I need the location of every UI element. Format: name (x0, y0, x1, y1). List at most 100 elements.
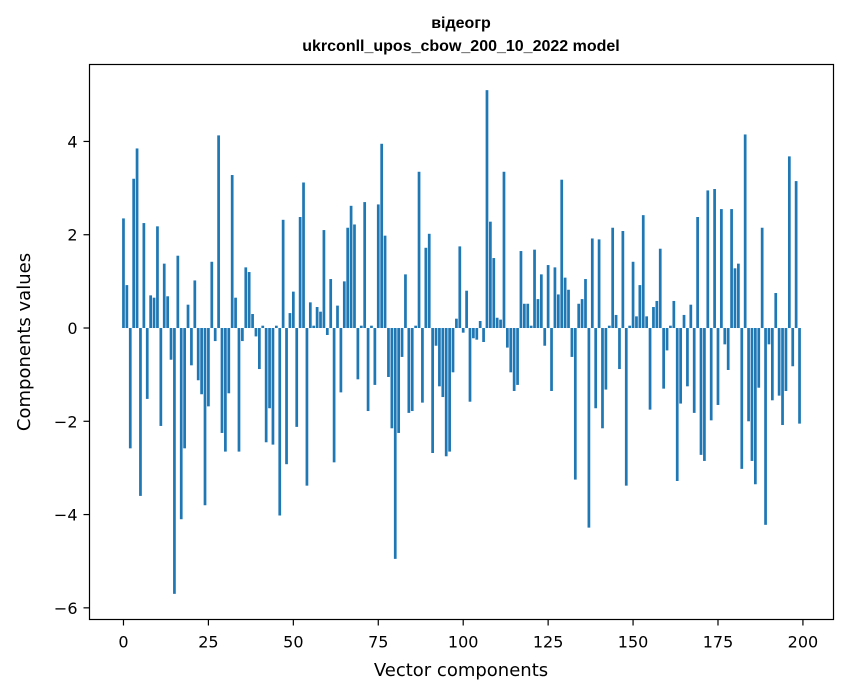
bar-component-142 (604, 328, 608, 390)
bar-component-75 (376, 204, 380, 329)
bar-component-34 (237, 328, 241, 452)
bar-component-45 (274, 325, 278, 329)
bars-group (122, 90, 801, 594)
bar-component-10 (156, 226, 159, 329)
bar-component-171 (703, 328, 706, 461)
bar-component-24 (203, 328, 207, 506)
bar-component-68 (353, 224, 356, 329)
bar-component-121 (533, 249, 536, 329)
y-tick-label: −4 (54, 506, 78, 525)
bar-component-53 (302, 182, 305, 329)
bar-component-37 (247, 272, 251, 329)
x-tick-label: 50 (283, 633, 303, 652)
bar-component-86 (414, 325, 417, 329)
bar-component-18 (183, 328, 186, 449)
bar-component-11 (159, 328, 163, 426)
bar-component-193 (777, 328, 781, 396)
bar-component-110 (495, 317, 499, 329)
bar-component-40 (258, 328, 261, 370)
bar-component-172 (706, 190, 710, 328)
bar-component-90 (427, 233, 431, 329)
bar-component-16 (176, 255, 180, 329)
y-tick-label: 4 (67, 132, 77, 151)
x-tick-label: 75 (368, 633, 388, 652)
bar-component-155 (648, 328, 652, 410)
bar-component-46 (278, 328, 282, 516)
bar-component-94 (441, 328, 445, 398)
bar-component-82 (400, 328, 404, 357)
bar-component-2 (128, 328, 132, 449)
bar-component-38 (251, 314, 254, 329)
bar-component-64 (339, 328, 343, 393)
bar-component-196 (787, 156, 791, 329)
bar-component-182 (740, 328, 744, 469)
bar-component-51 (295, 328, 299, 427)
bar-component-145 (614, 314, 618, 329)
bar-component-167 (689, 304, 693, 329)
bar-component-66 (346, 227, 350, 329)
bar-component-140 (597, 239, 601, 328)
bar-component-161 (669, 325, 672, 329)
bar-component-98 (455, 318, 458, 329)
bar-component-153 (641, 215, 645, 329)
bar-component-29 (220, 328, 224, 433)
bar-component-103 (472, 328, 475, 339)
bar-component-73 (370, 325, 373, 329)
bar-component-191 (770, 328, 774, 401)
bar-component-96 (448, 328, 451, 452)
bar-component-148 (624, 328, 628, 486)
bar-component-129 (560, 179, 564, 329)
bar-component-78 (387, 328, 390, 377)
bar-component-28 (217, 135, 220, 329)
bar-component-44 (271, 328, 275, 445)
bar-component-118 (522, 303, 526, 329)
bar-component-131 (567, 289, 570, 328)
bar-component-8 (149, 295, 153, 329)
bar-component-20 (190, 328, 193, 366)
bar-component-91 (431, 328, 434, 453)
bar-component-183 (743, 134, 747, 329)
bar-component-169 (696, 217, 699, 329)
bar-component-149 (628, 325, 632, 329)
bar-component-147 (621, 231, 625, 329)
y-tick-label: 2 (67, 226, 77, 245)
bar-component-100 (461, 328, 465, 333)
y-tick-label: −2 (54, 412, 78, 431)
bar-component-189 (764, 328, 767, 525)
bar-component-175 (716, 328, 720, 405)
bar-component-4 (135, 148, 139, 329)
bar-component-115 (512, 328, 516, 391)
bar-component-92 (434, 328, 438, 346)
bar-component-48 (285, 328, 288, 465)
bar-component-93 (438, 328, 441, 387)
plot-frame (88, 63, 835, 621)
bar-component-164 (679, 328, 682, 404)
bar-component-65 (342, 281, 346, 329)
bar-component-179 (730, 209, 733, 329)
bar-component-62 (332, 328, 336, 463)
bar-component-88 (421, 328, 424, 403)
bar-component-84 (407, 328, 411, 413)
bar-component-120 (529, 325, 533, 329)
bar-component-113 (506, 328, 509, 348)
bar-component-22 (196, 328, 200, 381)
bar-component-130 (563, 277, 567, 329)
bar-component-106 (482, 328, 485, 342)
bar-component-168 (692, 328, 696, 413)
bar-component-83 (404, 274, 407, 328)
bar-component-170 (699, 328, 703, 455)
bar-component-109 (492, 258, 496, 329)
bar-component-6 (142, 223, 146, 329)
x-tick-label: 125 (533, 633, 564, 652)
bar-component-187 (757, 328, 761, 388)
bar-component-63 (336, 305, 339, 329)
bar-component-97 (451, 328, 455, 373)
bar-component-194 (781, 328, 784, 426)
bar-component-156 (652, 307, 655, 329)
bar-component-89 (424, 247, 428, 329)
bar-component-32 (230, 175, 234, 328)
bar-component-160 (665, 328, 669, 351)
bar-component-111 (499, 319, 502, 328)
bar-component-13 (166, 296, 169, 328)
